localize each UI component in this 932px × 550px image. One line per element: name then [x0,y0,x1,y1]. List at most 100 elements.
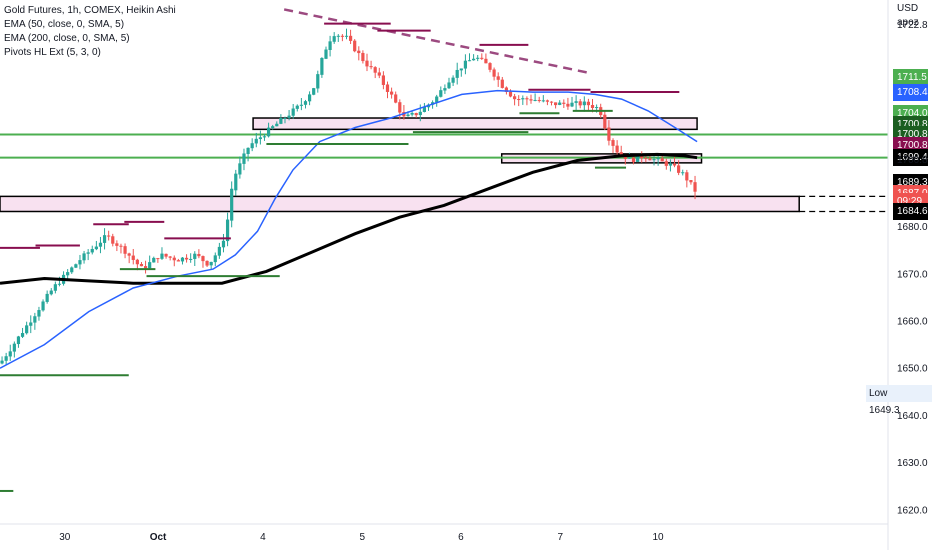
candle-body [578,101,582,106]
x-tick-label: 6 [458,532,464,543]
candle-body [205,260,209,266]
candle-body [258,137,262,140]
candle-body [49,290,53,295]
candle-body [611,140,615,146]
moving-averages [0,89,698,369]
candle-body [287,115,291,119]
candle-body [29,322,33,326]
candle-body [455,69,459,78]
candle-body [279,118,283,124]
candle-body [37,310,41,317]
levels [0,8,888,213]
low-value: 1649.3 [869,405,900,416]
candle-body [115,243,119,246]
currency-label[interactable]: USD [897,3,919,14]
low-label: Low [869,388,888,399]
candle-body [225,219,230,242]
candle-body [344,35,349,37]
candle-body [307,94,312,102]
candle-body [238,163,242,175]
legend-pivots[interactable]: Pivots HL Ext (5, 3, 0) [4,47,101,58]
candle-body [53,284,57,291]
candle-body [463,60,468,69]
candle-body [656,158,660,160]
candle-body [176,260,180,262]
legend-ema200[interactable]: EMA (200, close, 0, SMA, 5) [4,33,130,44]
candle-body [336,35,340,37]
candle-body [193,253,197,259]
candle-body [627,157,632,159]
candle-body [418,111,422,116]
candle-body [640,155,644,159]
price-scale-header: USD apoz [893,2,929,30]
x-tick-label: Oct [150,532,167,543]
candle-body [230,188,234,221]
candle-body [66,272,70,276]
candle-body [242,153,246,164]
candle-body [320,57,324,75]
candle-body [332,36,336,42]
candle-body [504,87,509,92]
candle-body [172,257,176,261]
candle-body [234,173,238,191]
candle-body [562,102,566,104]
candle-body [348,35,353,41]
candle-body [385,84,390,92]
candle-body [648,158,652,161]
candle-body [410,112,414,115]
candle-body [250,143,254,149]
candle-body [603,114,607,129]
trendline [283,8,591,75]
candle-body [500,79,504,88]
x-tick-label: 10 [652,532,664,543]
candle-body [254,138,258,144]
x-tick-label: 30 [59,532,71,543]
candle-body [168,256,172,258]
candle-body [668,163,673,166]
candle-body [574,101,578,103]
candle-body [20,333,25,337]
candle-body [217,246,221,256]
candle-body [12,343,16,352]
candle-body [681,172,685,174]
candle-body [143,266,148,269]
zone-box [252,117,698,131]
candle-body [25,325,29,334]
candle-body [615,145,619,153]
candle-body [86,252,90,254]
candle-body [525,98,529,100]
candle-body [45,293,49,302]
legend-title[interactable]: Gold Futures, 1h, COMEX, Heikin Ashi [4,5,176,16]
candle-body [353,40,357,52]
candle-body [513,96,517,100]
candle-body [439,90,443,97]
candle-body [189,258,193,260]
candle-body [41,301,45,311]
candle-body [295,105,299,109]
y-tick-label: 1620.0 [897,505,928,516]
candle-body [70,267,74,273]
candle-body [16,336,21,345]
y-tick-label: 1640.0 [897,411,928,422]
legend-ema50[interactable]: EMA (50, close, 0, SMA, 5) [4,19,125,30]
candle-body [582,101,586,106]
candle-body [33,316,37,323]
candle-body [631,157,636,163]
candle-body [361,52,365,62]
candle-body [467,60,472,62]
y-tick-label: 1722.8 [897,20,928,31]
ema50-line [0,89,698,369]
candle-body [74,264,78,268]
candle-body [381,75,385,85]
y-tick-label: 1660.0 [897,317,928,328]
candle-body [180,257,185,262]
candle-body [693,182,697,192]
candle-body [184,257,189,260]
candle-body [545,100,550,102]
candle-body [209,261,213,266]
candle-body [152,257,156,263]
candle-body [521,98,525,100]
x-axis: 30 Oct 4 5 6 7 10 [59,532,664,543]
candle-body [447,82,451,89]
